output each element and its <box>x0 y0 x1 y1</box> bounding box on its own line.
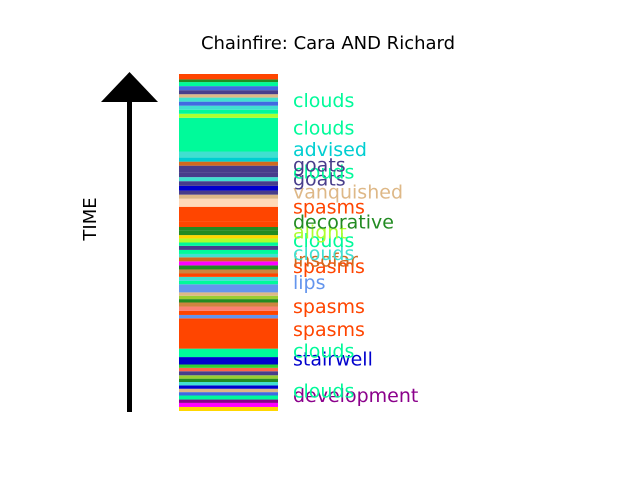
timeline-band <box>179 306 278 311</box>
timeline-band <box>179 357 278 365</box>
timeline-band <box>179 385 278 389</box>
timeline-band <box>179 235 278 239</box>
timeline-band <box>179 367 278 372</box>
timeline-label: clouds <box>293 380 354 402</box>
timeline-band <box>179 276 278 281</box>
timeline-band <box>179 185 278 191</box>
timeline-band <box>179 230 278 236</box>
timeline-label: stairwell <box>293 348 373 370</box>
timeline-band <box>179 399 278 403</box>
timeline-band <box>179 181 278 186</box>
timeline-band <box>179 198 278 207</box>
timeline-label: clouds <box>293 90 354 112</box>
timeline-band <box>179 151 278 158</box>
timeline-band <box>179 273 278 277</box>
timeline-label: development <box>293 385 418 407</box>
timeline-band <box>179 402 278 407</box>
timeline-band <box>179 194 278 199</box>
timeline-band <box>179 392 278 396</box>
timeline-band <box>179 101 278 106</box>
timeline-labels: developmentcloudsstairwellcloudsspasmssp… <box>293 90 418 407</box>
timeline-band <box>179 302 278 307</box>
timeline-label: vanquished <box>293 182 403 204</box>
timeline-label: spasms <box>293 256 365 278</box>
timeline-band <box>179 206 278 222</box>
timeline-band <box>179 117 278 152</box>
timeline-band <box>179 269 278 274</box>
timeline-band <box>179 388 278 393</box>
timeline-band <box>179 284 278 293</box>
timeline-label: advised <box>293 139 367 161</box>
timeline-band <box>179 242 278 246</box>
timeline-band <box>179 314 278 319</box>
timeline-label: spasms <box>293 296 365 318</box>
timeline-band <box>179 221 278 227</box>
timeline-band <box>179 190 278 195</box>
time-arrow-head <box>101 72 158 102</box>
timeline-label: decorative <box>293 211 394 233</box>
timeline-band <box>179 165 278 173</box>
timeline-band <box>179 253 278 258</box>
timeline-band <box>179 261 278 266</box>
timeline-band <box>179 280 278 285</box>
chart-title: Chainfire: Cara AND Richard <box>201 33 455 54</box>
timeline-band <box>179 318 278 349</box>
timeline-label: clouds <box>293 118 354 140</box>
timeline-band <box>179 382 278 386</box>
timeline-band <box>179 90 278 95</box>
timeline-band <box>179 375 278 379</box>
timeline-band <box>179 105 278 110</box>
timeline-label: clouds <box>293 230 354 252</box>
timeline-band <box>179 94 278 98</box>
timeline-band <box>179 172 278 178</box>
timeline-label: insofar <box>293 250 358 272</box>
timeline-band <box>179 395 278 400</box>
y-axis-label: TIME <box>80 197 101 241</box>
timeline-band <box>179 371 278 376</box>
timeline-band <box>179 238 278 243</box>
timeline-label: clouds <box>293 161 354 183</box>
timeline-label: goats <box>293 168 346 190</box>
timeline-band <box>179 157 278 162</box>
timeline-band <box>179 161 278 166</box>
timeline-band <box>179 226 278 231</box>
timeline-band <box>179 295 278 300</box>
timeline-label: spasms <box>293 196 365 218</box>
timeline-band <box>179 86 278 91</box>
timeline-band <box>179 310 278 315</box>
timeline-label: clouds <box>293 243 354 265</box>
timeline-band <box>179 177 278 182</box>
timeline-band <box>179 79 278 83</box>
timeline-label: goats <box>293 155 346 177</box>
timeline-label: lips <box>293 272 326 294</box>
timeline-band <box>179 265 278 270</box>
timeline-label: alight <box>293 221 347 243</box>
timeline-band <box>179 249 278 254</box>
timeline-label: spasms <box>293 319 365 341</box>
timeline-band <box>179 109 278 114</box>
timeline-band <box>179 348 278 358</box>
timeline-band <box>179 299 278 303</box>
timeline-band <box>179 257 278 262</box>
timeline-band <box>179 82 278 87</box>
timeline-band <box>179 292 278 296</box>
timeline-bands <box>179 74 278 411</box>
timeline-band <box>179 378 278 383</box>
timeline-label: clouds <box>293 341 354 363</box>
timeline-band <box>179 74 278 80</box>
timeline-band <box>179 97 278 102</box>
timeline-band <box>179 364 278 368</box>
timeline-band <box>179 245 278 250</box>
timeline-band <box>179 113 278 118</box>
timeline-band <box>179 406 278 411</box>
